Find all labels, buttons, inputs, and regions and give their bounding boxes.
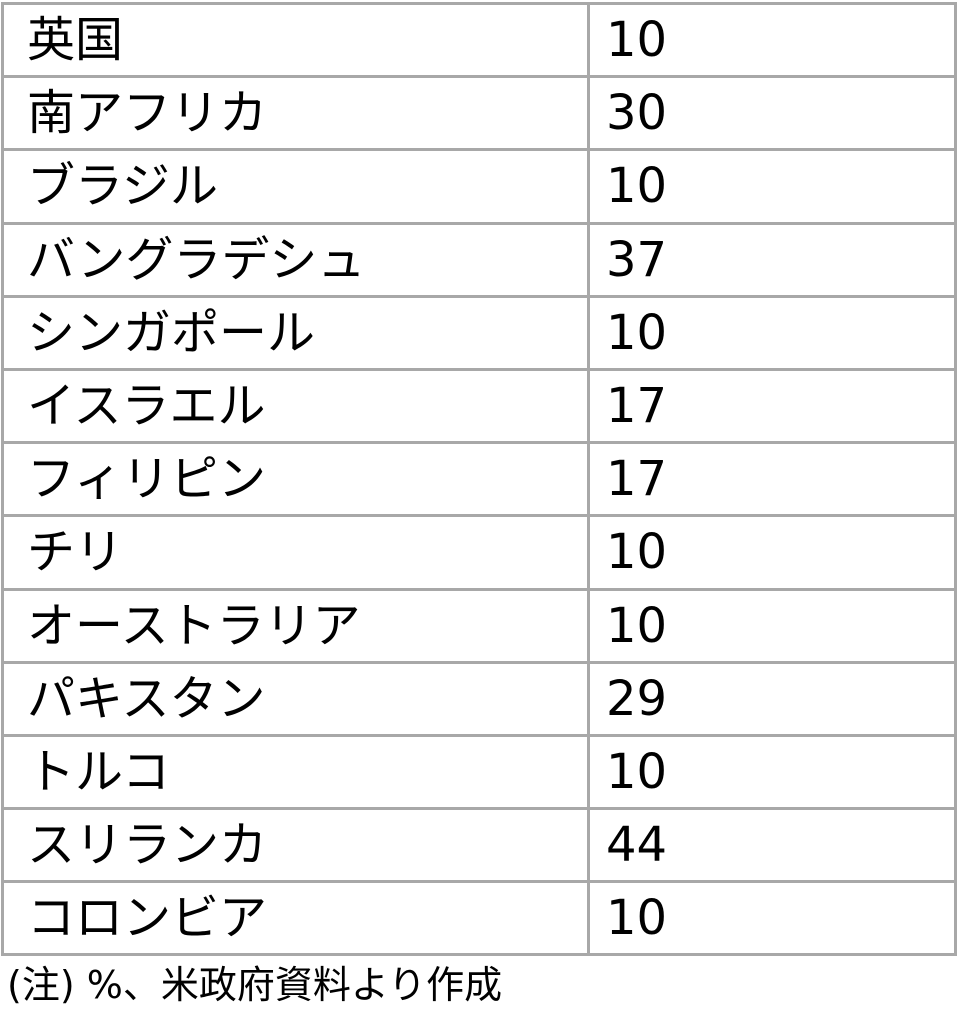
country-name: パキスタン [4,663,590,734]
table-row: フィリピン 17 [4,444,954,518]
country-name: トルコ [4,736,590,808]
table-row: シンガポール 10 [4,297,954,371]
country-name: スリランカ [4,810,590,881]
table-row: スリランカ 44 [4,810,954,884]
table-row: パキスタン 29 [4,663,954,737]
table-row: トルコ 10 [4,736,954,811]
table-row: コロンビア 10 [4,883,954,954]
country-name: 南アフリカ [4,78,590,149]
tariff-value: 10 [606,743,668,800]
table-note: (注) %、米政府資料より作成 [7,963,503,1007]
table-row: 英国 10 [4,5,954,79]
tariff-value: 10 [606,158,668,215]
table-row: ブラジル 10 [4,151,954,225]
tariff-value: 29 [606,670,668,727]
country-name: コロンビア [4,883,590,954]
country-name: フィリピン [4,444,590,515]
table-row: イスラエル 17 [4,370,954,445]
country-name: バングラデシュ [4,224,590,295]
country-name: ブラジル [4,151,590,222]
country-name: チリ [4,517,590,588]
table-row: 南アフリカ 30 [4,78,954,152]
tariff-table: 英国 10 南アフリカ 30 ブラジル 10 バングラデシュ 37 シンガポール… [1,2,957,957]
tariff-value: 17 [606,451,668,508]
country-name: 英国 [4,5,590,76]
tariff-value: 37 [606,231,668,288]
tariff-value: 10 [606,304,668,361]
table-row: チリ 10 [4,517,954,591]
table-row: バングラデシュ 37 [4,224,954,298]
tariff-value: 10 [606,597,668,654]
country-name: イスラエル [4,370,590,442]
tariff-value: 10 [606,524,668,581]
tariff-value: 10 [606,12,668,69]
table-row: オーストラリア 10 [4,590,954,664]
tariff-value: 30 [606,85,668,142]
tariff-value: 17 [606,378,668,435]
tariff-value: 44 [606,817,668,874]
tariff-value: 10 [606,890,668,947]
country-name: シンガポール [4,297,590,368]
country-name: オーストラリア [4,590,590,661]
